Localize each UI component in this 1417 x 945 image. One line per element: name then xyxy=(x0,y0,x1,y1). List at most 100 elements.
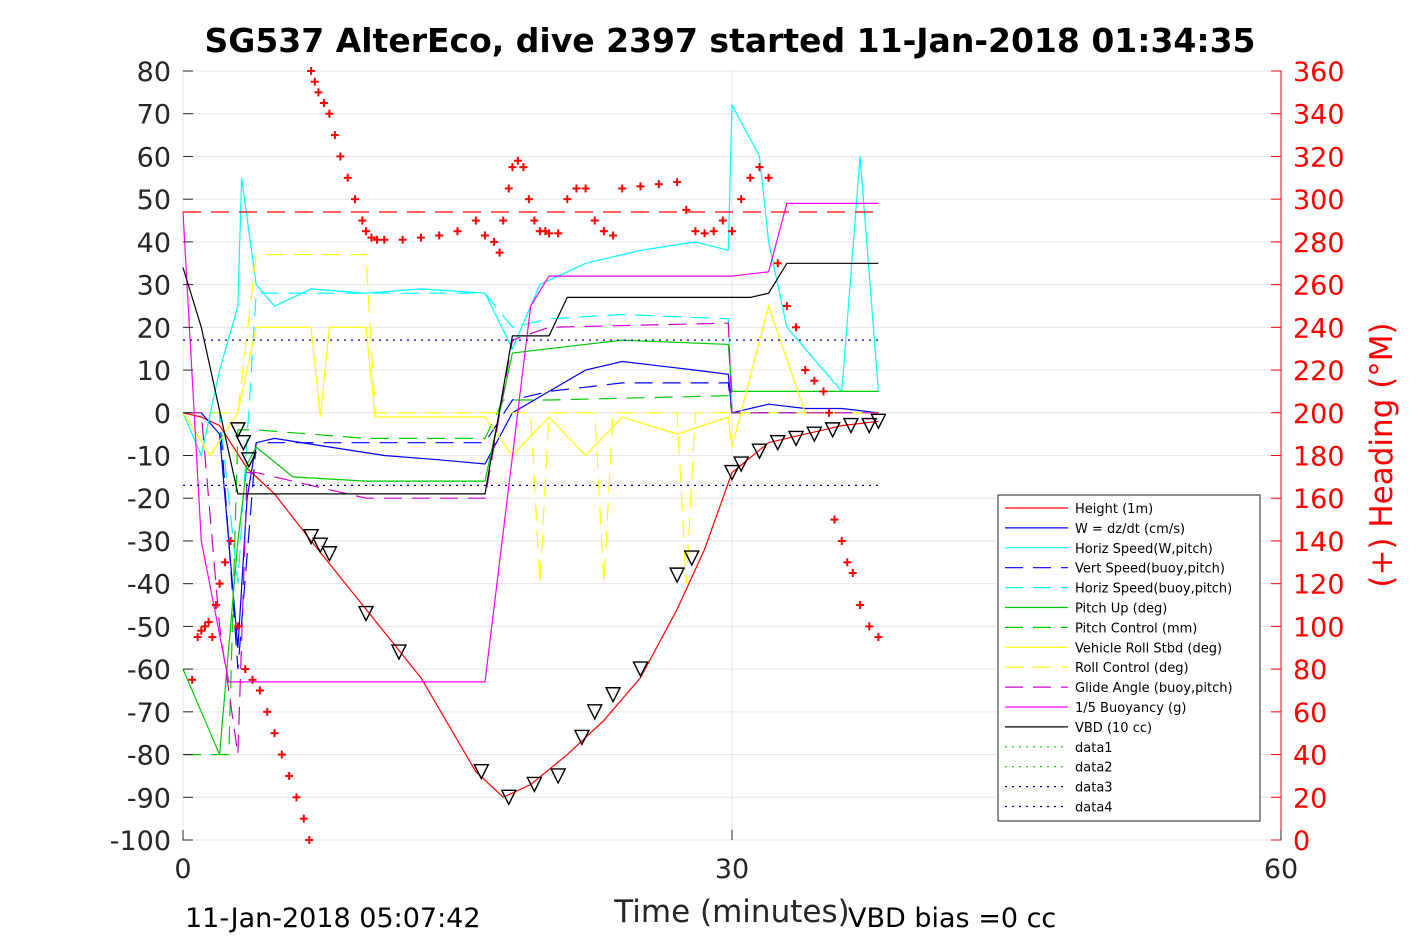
triangle-marker xyxy=(357,605,375,623)
heading-point xyxy=(325,109,334,118)
heading-point xyxy=(830,515,839,524)
heading-point xyxy=(358,216,367,225)
legend-label: Pitch Up (deg) xyxy=(1075,602,1167,617)
legend-label: W = dz/dt (cm/s) xyxy=(1075,522,1185,537)
heading-point xyxy=(197,626,206,635)
heading-point xyxy=(480,231,489,240)
series-line-8 xyxy=(183,254,879,584)
heading-point xyxy=(305,836,314,844)
left-tick-label: -100 xyxy=(110,826,171,857)
heading-point xyxy=(330,131,339,140)
left-tick-label: 20 xyxy=(137,313,171,344)
legend-label: data4 xyxy=(1075,801,1113,816)
triangle-marker xyxy=(500,789,517,806)
heading-point xyxy=(310,77,319,86)
heading-point xyxy=(362,227,370,236)
heading-point xyxy=(241,665,250,674)
left-tick-label: -90 xyxy=(127,783,171,814)
chart-title: SG537 AlterEco, dive 2397 started 11-Jan… xyxy=(204,21,1255,60)
series-line-11 xyxy=(182,262,879,495)
heading-point xyxy=(563,195,572,204)
series-line-1 xyxy=(183,360,879,648)
heading-point xyxy=(581,184,590,193)
right-tick-label: 300 xyxy=(1293,185,1345,216)
heading-point xyxy=(380,235,389,244)
left-tick-label: -50 xyxy=(127,612,171,643)
right-tick-label: 120 xyxy=(1293,570,1345,601)
heading-point xyxy=(843,558,852,567)
triangle-marker xyxy=(550,768,567,785)
x-tick-label: 30 xyxy=(715,854,749,885)
heading-point xyxy=(233,622,242,631)
triangle-marker xyxy=(240,452,258,469)
right-tick-label: 320 xyxy=(1293,142,1345,173)
left-tick-label: 70 xyxy=(137,100,171,131)
heading-point xyxy=(307,67,316,75)
heading-point xyxy=(490,237,499,246)
series-line-2 xyxy=(182,102,879,458)
legend-label: Pitch Control (mm) xyxy=(1075,621,1197,636)
triangle-marker xyxy=(526,776,543,794)
series-line-4 xyxy=(183,292,879,584)
right-tick-label: 280 xyxy=(1293,228,1345,259)
left-tick-label: 80 xyxy=(137,57,171,88)
heading-point xyxy=(208,633,217,642)
heading-point xyxy=(572,184,581,193)
heading-point xyxy=(824,408,833,417)
triangle-marker xyxy=(312,537,329,554)
legend-label: Glide Angle (buoy,pitch) xyxy=(1075,681,1233,696)
heading-point xyxy=(865,622,874,631)
heading-point xyxy=(508,163,517,172)
heading-point xyxy=(200,622,209,631)
heading-point xyxy=(188,675,197,684)
legend-label: Horiz Speed(buoy,pitch) xyxy=(1075,582,1232,597)
heading-point xyxy=(255,686,264,695)
heading-point xyxy=(848,568,857,577)
heading-point xyxy=(609,231,618,240)
left-tick-label: 10 xyxy=(137,356,171,387)
heading-point xyxy=(530,216,539,225)
left-tick-label: -10 xyxy=(127,442,171,473)
triangle-marker xyxy=(751,443,768,460)
triangle-marker xyxy=(632,661,649,678)
heading-point xyxy=(718,216,727,225)
heading-point xyxy=(874,633,883,642)
heading-point xyxy=(709,227,718,236)
triangle-marker xyxy=(586,704,603,721)
triangle-marker xyxy=(733,456,750,473)
left-tick-label: -70 xyxy=(127,698,171,729)
triangle-marker xyxy=(861,417,878,435)
heading-point xyxy=(837,536,846,545)
heading-point xyxy=(471,216,480,225)
heading-point xyxy=(285,771,294,780)
heading-point xyxy=(654,180,663,189)
right-tick-label: 240 xyxy=(1293,313,1345,344)
heading-point xyxy=(737,195,746,204)
heading-point xyxy=(495,248,504,257)
legend: Height (1m) W = dz/dt (cm/s) Horiz Speed(W… xyxy=(997,494,1261,822)
heading-point xyxy=(351,195,360,204)
legend-label: Vert Speed(buoy,pitch) xyxy=(1075,562,1225,577)
heading-point xyxy=(856,601,865,610)
heading-point xyxy=(499,216,508,225)
series-line-6 xyxy=(183,395,879,756)
right-tick-label: 20 xyxy=(1293,783,1327,814)
heading-points xyxy=(188,67,883,844)
legend-label: data1 xyxy=(1075,741,1113,756)
triangle-marker xyxy=(229,422,247,439)
triangle-marker xyxy=(235,434,252,452)
triangle-marker xyxy=(390,644,408,661)
heading-point xyxy=(248,675,257,684)
heading-point xyxy=(343,173,352,182)
heading-point xyxy=(801,366,810,375)
series-line-7 xyxy=(182,303,879,457)
heading-point xyxy=(545,229,553,238)
right-tick-label: 200 xyxy=(1293,399,1345,430)
heading-point xyxy=(215,579,224,588)
heading-point xyxy=(398,235,407,244)
legend-label: Vehicle Roll Stbd (deg) xyxy=(1075,641,1222,656)
legend-label: data2 xyxy=(1075,761,1113,776)
heading-point xyxy=(792,323,801,332)
right-tick-label: 160 xyxy=(1293,484,1345,515)
